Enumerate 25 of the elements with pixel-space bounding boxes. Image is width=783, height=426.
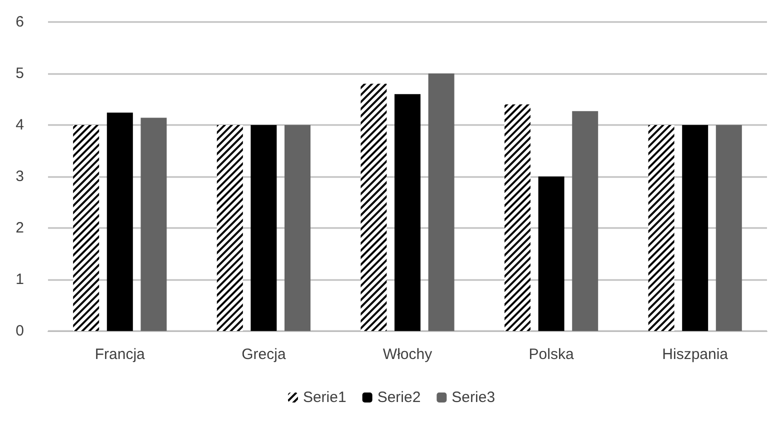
legend-label: Serie1 (302, 389, 346, 406)
bar (716, 125, 742, 331)
bar (250, 125, 277, 331)
bar (284, 125, 310, 331)
x-tick-label: Francja (94, 346, 146, 363)
bar (572, 111, 598, 331)
bar (140, 118, 167, 331)
y-tick-label: 5 (16, 65, 24, 82)
bar (106, 112, 133, 331)
y-tick-label: 3 (16, 168, 24, 185)
bar (394, 94, 420, 331)
y-tick-label: 6 (16, 14, 24, 30)
legend-label: Serie2 (377, 389, 421, 406)
x-tick-label: Włochy (382, 346, 433, 363)
x-tick-label: Grecja (242, 346, 286, 363)
y-tick-label: 0 (16, 322, 24, 340)
bar (538, 176, 564, 331)
y-tick-label: 4 (16, 116, 24, 134)
bar (682, 125, 708, 331)
x-tick-label: Hiszpania (662, 346, 729, 363)
y-tick-label: 1 (16, 271, 24, 288)
legend-label: Serie3 (452, 389, 496, 406)
bar (428, 74, 454, 331)
x-tick-label: Polska (528, 346, 574, 363)
y-tick-label: 2 (16, 220, 24, 236)
